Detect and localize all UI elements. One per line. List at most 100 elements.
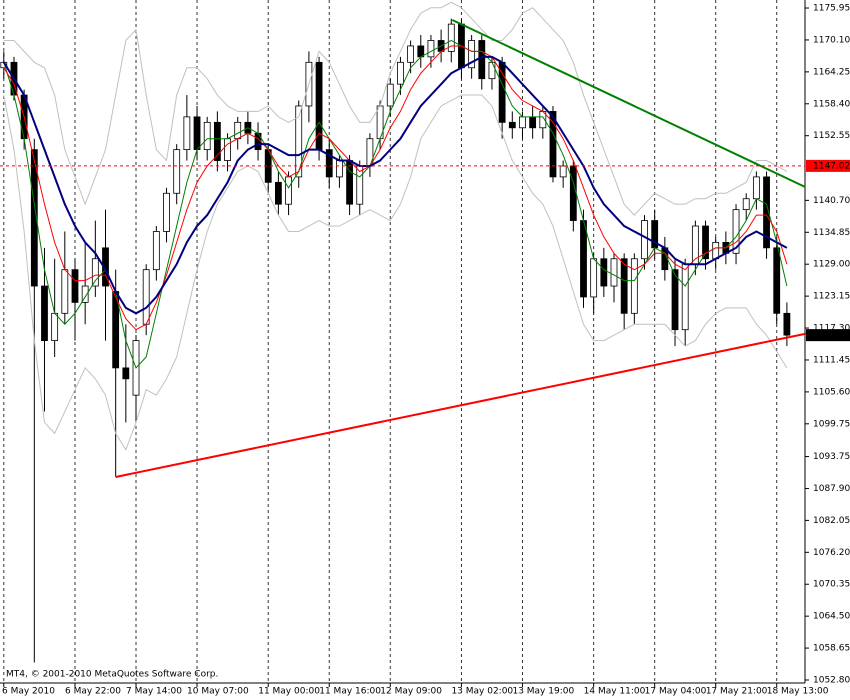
candle-body [641,220,648,260]
candle-body [102,247,109,287]
y-tick-label: 1058.65 [813,644,850,654]
x-tick-label: 6 May 2010 [2,687,55,697]
x-tick-label: 6 May 22:00 [65,687,121,697]
indicator-line [3,39,788,369]
indicator-line [3,45,788,331]
candle-body [173,149,181,194]
y-tick-label: 1082.05 [813,516,850,526]
candle-body [91,258,99,287]
candle-body [559,165,567,178]
candle-body [529,116,537,129]
candle-body [610,258,618,287]
y-tick-label: 1105.60 [813,387,850,397]
candle-body [702,225,709,260]
candle-body [325,149,333,178]
candle-body [681,263,689,331]
y-tick-label: 1170.10 [813,35,850,45]
candle-body [61,269,69,314]
candle-body [295,105,303,178]
candle-body [397,61,404,85]
candle-body [478,40,486,80]
candle-body [549,111,557,178]
candle-body [620,258,628,314]
candle-body [580,220,587,298]
candle-body [213,121,221,161]
candle-body [122,367,130,380]
y-tick-label: 1175.95 [813,4,850,14]
candle-body [752,176,760,200]
y-tick-label: 1093.75 [813,452,850,462]
price-label-box [806,329,850,342]
candle-body [163,192,170,232]
price-label: 1116.00 [813,331,850,341]
candle-body [51,312,59,341]
level-label-box [806,159,850,172]
x-tick-label: 11 May 16:00 [319,687,381,697]
y-tick-label: 1070.35 [813,580,850,590]
candle-body [285,176,292,205]
candle-body [346,160,353,205]
x-tick-label: 11 May 00:00 [258,687,320,697]
candle-body [488,61,496,80]
watermark: MT4, © 2001-2010 MetaQuotes Software Cor… [6,670,218,680]
candle-body [783,312,791,336]
candle-body [742,198,750,211]
candle-body [773,247,781,314]
y-tick-label: 1076.20 [813,548,850,558]
trend-line [451,19,806,188]
y-tick-label: 1111.45 [813,355,850,365]
x-tick-label: 17 May 21:00 [706,687,768,697]
y-tick-label: 1140.70 [813,196,850,206]
x-tick-label: 7 May 14:00 [126,687,182,697]
indicator-line [2,55,788,315]
candle-body [336,160,343,178]
y-tick-label: 1152.55 [813,131,850,141]
y-tick-label: 1052.80 [813,675,850,685]
indicator-line [3,1,788,216]
candle-body [407,45,415,63]
x-tick-label: 17 May 04:00 [645,687,707,697]
candle-body [671,269,679,331]
candle-body [142,269,150,325]
y-tick-label: 1129.00 [813,260,850,270]
candle-body [498,61,506,123]
candle-body [152,231,160,271]
candle-body [468,40,476,69]
candle-body [274,181,282,205]
candle-body [224,138,231,161]
candle-body [763,176,770,249]
candle-body [508,121,516,129]
x-tick-label: 14 May 11:00 [584,687,646,697]
candle-body [193,116,201,151]
x-tick-label: 10 May 07:00 [187,687,249,697]
y-tick-label: 1164.25 [813,67,850,77]
candle-body [81,285,89,303]
y-tick-label: 1099.75 [813,419,850,429]
y-tick-label: 1134.85 [813,228,850,238]
x-tick-label: 13 May 19:00 [512,687,574,697]
x-tick-label: 18 May 13:00 [767,687,829,697]
y-tick-label: 1117.30 [813,324,850,334]
x-tick-label: 13 May 02:00 [451,687,513,697]
candle-body [41,285,48,341]
candle-body [30,149,38,287]
candle-body [712,241,720,260]
candle-body [519,116,526,129]
candle-body [71,269,79,303]
x-tick-label: 12 May 09:00 [380,687,442,697]
candle-body [590,258,598,298]
candle-body [427,40,435,58]
y-tick-label: 1123.15 [813,292,850,302]
y-tick-label: 1064.50 [813,612,850,622]
candle-body [203,121,211,151]
trend-line [115,331,810,478]
candle-body [569,165,577,221]
y-tick-label: 1158.40 [813,99,850,109]
candle-body [630,258,638,314]
candle-body [447,23,455,52]
candle-body [183,116,191,151]
candle-body [386,83,394,107]
level-label: 1147.02 [813,161,850,171]
